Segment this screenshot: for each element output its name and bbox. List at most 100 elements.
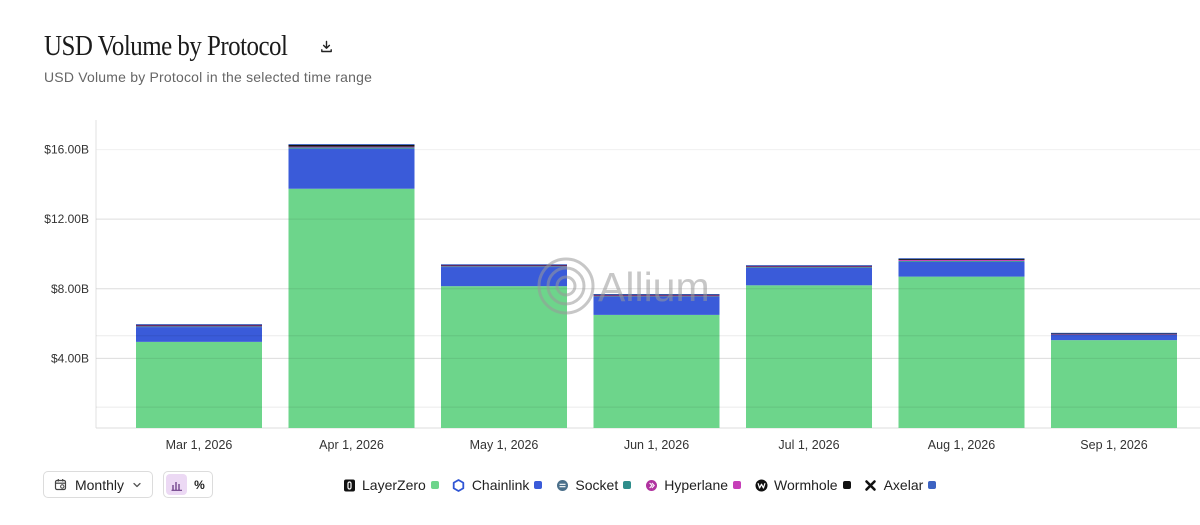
interval-select[interactable]: Monthly — [43, 471, 153, 498]
bar-grid-overlay — [96, 218, 1200, 408]
bar-chart: $4.00B $8.00B $12.00B $16.00B Mar 1, 2026 Ap… — [44, 120, 1200, 452]
bar-segment-wormhole[interactable] — [898, 258, 1025, 260]
bar-segment-chainlink[interactable] — [288, 148, 415, 189]
legend-swatch — [534, 481, 543, 489]
bar-segment-hyperlane[interactable] — [746, 266, 872, 268]
bar-segment-axelar[interactable] — [898, 258, 1025, 259]
x-tick-label: Sep 1, 2026 — [1080, 438, 1147, 452]
legend-item-socket[interactable]: Socket — [555, 477, 632, 493]
chart-controls: Monthly % — [43, 471, 213, 498]
bar-segment-axelar[interactable] — [441, 264, 567, 266]
legend-item-wormhole[interactable]: Wormhole — [754, 477, 851, 493]
bar-segment-chainlink[interactable] — [136, 327, 262, 342]
bar-segment-hyperlane[interactable] — [898, 259, 1025, 261]
y-tick-label: $12.00B — [44, 212, 89, 226]
bar-segment-axelar[interactable] — [136, 324, 262, 325]
x-tick-label: Aug 1, 2026 — [928, 438, 995, 452]
bar-segment-socket[interactable] — [593, 295, 720, 297]
bar-segment-wormhole[interactable] — [136, 324, 262, 326]
bar-segment-chainlink[interactable] — [746, 267, 872, 286]
download-button[interactable] — [315, 36, 337, 58]
legend-label: Hyperlane — [664, 477, 729, 493]
bar-segment-chainlink[interactable] — [593, 296, 720, 315]
legend-item-layerzero[interactable]: LayerZero — [342, 477, 439, 493]
bar-segment-layerzero[interactable] — [136, 341, 262, 428]
legend-swatch — [623, 481, 632, 489]
layerzero-icon — [342, 478, 356, 492]
chart-title: USD Volume by Protocol — [44, 30, 288, 62]
bar-segment-layerzero[interactable] — [898, 276, 1025, 428]
axelar-icon — [864, 478, 878, 492]
watermark-logo-outer — [537, 257, 595, 315]
bar-segment-wormhole[interactable] — [1051, 333, 1177, 335]
bars — [96, 144, 1200, 428]
bar-segment-socket[interactable] — [288, 147, 415, 149]
bar-segment-layerzero[interactable] — [593, 314, 720, 428]
legend-swatch — [842, 481, 851, 489]
bar-segment-chainlink[interactable] — [441, 267, 567, 287]
bar-segment-wormhole[interactable] — [441, 264, 567, 266]
bar-segment-layerzero[interactable] — [288, 188, 415, 428]
bar-segment-axelar[interactable] — [288, 144, 415, 145]
title-row: USD Volume by Protocol — [44, 30, 372, 63]
legend-item-hyperlane[interactable]: Hyperlane — [644, 477, 742, 493]
legend-label: Socket — [575, 477, 619, 493]
legend-item-chainlink[interactable]: Chainlink — [452, 477, 543, 493]
legend-label: LayerZero — [362, 477, 426, 493]
chart-header: USD Volume by Protocol USD Volume by Pro… — [44, 30, 372, 85]
legend-label: Axelar — [883, 477, 924, 493]
bar-segment-wormhole[interactable] — [288, 144, 415, 147]
bar-segment-hyperlane[interactable] — [288, 146, 415, 148]
chevron-down-icon — [133, 482, 141, 487]
bar-segment-hyperlane[interactable] — [593, 295, 720, 297]
bar-segment-chainlink[interactable] — [1051, 334, 1177, 341]
bar-segment-hyperlane[interactable] — [136, 325, 262, 327]
legend-item-axelar[interactable]: Axelar — [864, 477, 937, 493]
bar-segment-hyperlane[interactable] — [1051, 333, 1177, 335]
chainlink-icon — [452, 478, 466, 492]
watermark-logo-inner — [555, 275, 577, 297]
y-tick-label: $16.00B — [44, 143, 89, 157]
x-tick-label: May 1, 2026 — [470, 438, 539, 452]
legend-label: Wormhole — [774, 477, 838, 493]
bar-segment-socket[interactable] — [746, 267, 872, 268]
bar-segment-chainlink[interactable] — [898, 261, 1025, 277]
bar-segment-wormhole[interactable] — [746, 265, 872, 267]
display-mode-toggle: % — [163, 471, 213, 498]
x-tick-label: Jul 1, 2026 — [778, 438, 839, 452]
hyperlane-icon — [644, 478, 658, 492]
bar-segment-layerzero[interactable] — [1051, 340, 1177, 428]
bar-segment-axelar[interactable] — [593, 294, 720, 295]
bar-segment-axelar[interactable] — [1051, 332, 1177, 334]
y-tick-label: $8.00B — [51, 282, 89, 296]
percent-mode-button[interactable]: % — [194, 477, 205, 492]
bar-segment-layerzero[interactable] — [441, 286, 567, 428]
y-tick-labels: $4.00B $8.00B $12.00B $16.00B — [44, 143, 89, 366]
bar-chart-icon — [171, 481, 182, 491]
x-tick-label: Apr 1, 2026 — [319, 438, 384, 452]
chart-subtitle: USD Volume by Protocol in the selected t… — [44, 69, 373, 85]
bar-segment-socket[interactable] — [898, 260, 1025, 262]
x-tick-label: Jun 1, 2026 — [624, 438, 689, 452]
watermark-logo-middle — [546, 266, 586, 306]
x-tick-label: Mar 1, 2026 — [166, 438, 233, 452]
y-tick-label: $4.00B — [51, 351, 89, 365]
bar-segment-hyperlane[interactable] — [441, 265, 567, 267]
bar-segment-layerzero[interactable] — [746, 285, 872, 428]
interval-label: Monthly — [74, 476, 125, 493]
bar-segment-wormhole[interactable] — [593, 294, 720, 296]
bar-segment-socket[interactable] — [441, 266, 567, 268]
legend-swatch — [733, 481, 742, 489]
x-tick-labels: Mar 1, 2026 Apr 1, 2026 May 1, 2026 Jun 1, … — [166, 438, 1148, 452]
watermark-text: Allium — [598, 264, 710, 310]
bar-mode-button[interactable] — [166, 474, 187, 495]
wormhole-icon — [754, 478, 768, 492]
bar-segment-axelar[interactable] — [746, 265, 872, 266]
chart-legend: LayerZero Chainlink Socket Hyperlane Wor… — [342, 477, 949, 493]
socket-icon — [555, 478, 569, 492]
legend-label: Chainlink — [471, 477, 530, 493]
calendar-icon — [54, 479, 67, 491]
allium-watermark: Allium — [537, 257, 710, 315]
download-icon — [320, 40, 332, 53]
bar-segment-socket[interactable] — [136, 326, 262, 328]
